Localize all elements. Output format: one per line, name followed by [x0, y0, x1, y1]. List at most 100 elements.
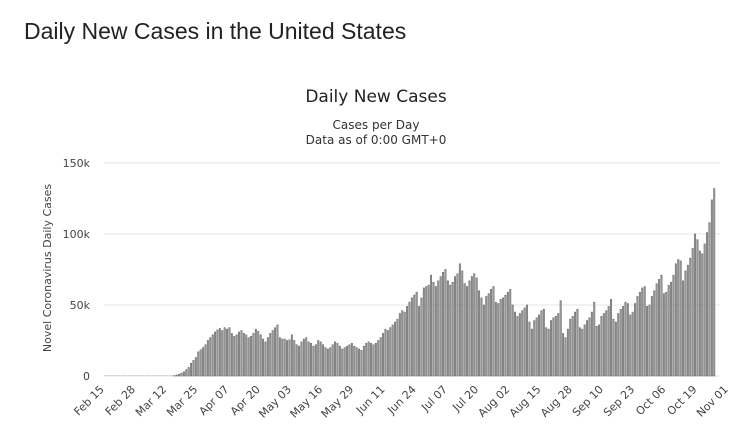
bar[interactable]	[317, 340, 320, 377]
bar[interactable]	[694, 233, 697, 377]
bar[interactable]	[228, 327, 231, 377]
bar[interactable]	[410, 297, 413, 377]
bar[interactable]	[434, 286, 437, 377]
bar[interactable]	[226, 328, 229, 377]
bar[interactable]	[425, 286, 428, 377]
bar[interactable]	[526, 304, 529, 377]
bar[interactable]	[178, 373, 181, 377]
bar[interactable]	[281, 338, 284, 377]
bar[interactable]	[523, 307, 526, 377]
bar[interactable]	[581, 328, 584, 377]
bar[interactable]	[538, 314, 541, 377]
bar[interactable]	[379, 337, 382, 377]
bar[interactable]	[686, 264, 689, 377]
bar[interactable]	[629, 314, 632, 377]
bar[interactable]	[274, 327, 277, 377]
bar[interactable]	[310, 343, 313, 377]
bar[interactable]	[235, 334, 238, 377]
bar[interactable]	[348, 344, 351, 377]
bar[interactable]	[432, 281, 435, 377]
bar[interactable]	[672, 274, 675, 377]
bar[interactable]	[542, 308, 545, 377]
bar[interactable]	[295, 344, 298, 377]
bar[interactable]	[326, 348, 329, 377]
bar[interactable]	[372, 344, 375, 377]
bar[interactable]	[147, 375, 149, 377]
bar[interactable]	[485, 296, 488, 377]
bar[interactable]	[278, 337, 281, 377]
bar[interactable]	[554, 316, 557, 377]
bar[interactable]	[230, 333, 233, 377]
bar[interactable]	[391, 324, 394, 377]
bar[interactable]	[482, 304, 485, 377]
bar[interactable]	[533, 320, 536, 377]
bar[interactable]	[283, 338, 286, 377]
bar[interactable]	[622, 306, 625, 377]
bar[interactable]	[341, 348, 344, 377]
bar[interactable]	[653, 290, 656, 377]
bar[interactable]	[276, 324, 279, 377]
bar[interactable]	[574, 311, 577, 377]
bar[interactable]	[516, 316, 519, 377]
bar[interactable]	[144, 375, 147, 377]
bar[interactable]	[408, 301, 411, 377]
bar[interactable]	[331, 344, 334, 377]
bar[interactable]	[113, 375, 115, 377]
bar[interactable]	[120, 375, 123, 377]
bar[interactable]	[389, 327, 392, 377]
bar[interactable]	[492, 286, 495, 377]
bar[interactable]	[254, 328, 257, 377]
bar[interactable]	[214, 331, 217, 377]
bar[interactable]	[470, 276, 473, 377]
bar[interactable]	[175, 374, 178, 377]
bar[interactable]	[677, 259, 680, 377]
bar[interactable]	[386, 330, 389, 377]
bar[interactable]	[192, 360, 195, 377]
bar[interactable]	[420, 297, 423, 377]
bar[interactable]	[137, 375, 139, 377]
bar[interactable]	[271, 330, 274, 377]
bar[interactable]	[698, 250, 701, 377]
bar[interactable]	[614, 321, 617, 377]
bar[interactable]	[252, 333, 255, 377]
bar[interactable]	[437, 280, 440, 377]
bar[interactable]	[111, 375, 113, 377]
bar[interactable]	[461, 270, 464, 377]
bar[interactable]	[487, 293, 490, 377]
bar[interactable]	[418, 306, 421, 377]
bar[interactable]	[187, 367, 190, 377]
bar[interactable]	[636, 296, 639, 377]
bar[interactable]	[475, 277, 478, 377]
bar[interactable]	[156, 375, 159, 377]
bar[interactable]	[204, 344, 207, 377]
bar[interactable]	[415, 291, 418, 377]
bar[interactable]	[194, 357, 197, 377]
bar[interactable]	[679, 260, 682, 377]
bar[interactable]	[132, 375, 135, 377]
bar[interactable]	[403, 311, 406, 377]
bar[interactable]	[223, 327, 226, 377]
bar[interactable]	[293, 340, 296, 377]
bar[interactable]	[149, 375, 151, 377]
bar[interactable]	[602, 313, 605, 377]
bar[interactable]	[307, 341, 310, 377]
bar[interactable]	[667, 284, 670, 377]
bar[interactable]	[355, 347, 358, 377]
bar[interactable]	[250, 335, 253, 377]
bar[interactable]	[600, 316, 603, 377]
bar[interactable]	[382, 333, 385, 377]
bar[interactable]	[511, 304, 514, 377]
bar[interactable]	[650, 296, 653, 377]
bar[interactable]	[648, 304, 651, 377]
bar[interactable]	[154, 375, 156, 377]
bar[interactable]	[703, 243, 706, 377]
bar[interactable]	[624, 301, 627, 377]
bar[interactable]	[451, 281, 454, 377]
bar[interactable]	[631, 311, 634, 377]
bar[interactable]	[413, 294, 416, 377]
bar[interactable]	[586, 320, 589, 377]
bar[interactable]	[130, 375, 132, 377]
bar[interactable]	[142, 375, 144, 377]
bar[interactable]	[530, 328, 533, 377]
bar[interactable]	[665, 291, 668, 377]
